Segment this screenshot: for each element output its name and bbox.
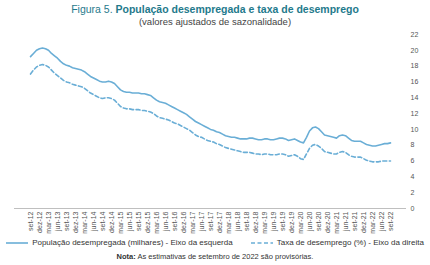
svg-text:mar-17: mar-17: [189, 211, 196, 233]
svg-text:16: 16: [411, 78, 419, 85]
svg-text:2: 2: [411, 189, 415, 196]
svg-text:mar-15: mar-15: [117, 211, 124, 233]
svg-text:set-18: set-18: [243, 211, 250, 231]
svg-text:jun-18: jun-18: [234, 211, 242, 232]
svg-text:jun-17: jun-17: [198, 211, 206, 232]
svg-text:dez-17: dez-17: [216, 211, 223, 233]
html-text:Figura 5. População desemprega: Figura 5. População desempregada e taxa …: [71, 3, 359, 15]
svg-text:set-16: set-16: [171, 211, 178, 231]
svg-text:dez-15: dez-15: [144, 211, 151, 233]
svg-text:6: 6: [411, 157, 415, 164]
svg-text:set-20: set-20: [315, 211, 322, 231]
svg-text:mar-20: mar-20: [297, 211, 304, 233]
html-text:Nota: As estimativas de setemb: Nota: As estimativas de setembro de 2022…: [116, 252, 314, 261]
html-text:(valores ajustados de sazonali: (valores ajustados de sazonalidade): [139, 16, 291, 27]
svg-text:set-12: set-12: [27, 211, 34, 231]
svg-text:dez-14: dez-14: [108, 211, 115, 233]
svg-text:mar-22: mar-22: [369, 211, 376, 233]
svg-text:10: 10: [411, 126, 419, 133]
svg-text:12: 12: [411, 110, 419, 117]
svg-text:mar-16: mar-16: [153, 211, 160, 233]
svg-text:22: 22: [411, 31, 419, 38]
svg-text:mar-21: mar-21: [333, 211, 340, 233]
svg-text:jun-13: jun-13: [54, 211, 62, 232]
svg-text:dez-18: dez-18: [252, 211, 259, 233]
svg-text:set-21: set-21: [351, 211, 358, 231]
svg-text:jun-15: jun-15: [126, 211, 134, 232]
svg-text:set-13: set-13: [63, 211, 70, 231]
html-text:População desempregada (milhar: População desempregada (milhares) - Eixo…: [32, 238, 233, 247]
svg-text:jun-21: jun-21: [342, 211, 350, 232]
svg-text:jun-22: jun-22: [378, 211, 386, 232]
svg-text:0: 0: [411, 205, 415, 212]
svg-text:jun-14: jun-14: [90, 211, 98, 232]
svg-text:dez-13: dez-13: [72, 211, 79, 233]
svg-text:jun-16: jun-16: [162, 211, 170, 232]
svg-text:set-14: set-14: [99, 211, 106, 231]
svg-text:mar-13: mar-13: [45, 211, 52, 233]
svg-text:20: 20: [411, 47, 419, 54]
svg-text:dez-19: dez-19: [288, 211, 295, 233]
svg-text:mar-19: mar-19: [261, 211, 268, 233]
svg-text:dez-20: dez-20: [324, 211, 331, 233]
svg-text:14: 14: [411, 94, 419, 101]
svg-text:18: 18: [411, 62, 419, 69]
svg-text:set-19: set-19: [279, 211, 286, 231]
svg-text:8: 8: [411, 141, 415, 148]
html-text:Taxa de desemprego (%) - Eixo: Taxa de desemprego (%) - Eixo da direita: [276, 238, 424, 247]
svg-text:4: 4: [411, 173, 415, 180]
svg-text:mar-14: mar-14: [81, 211, 88, 233]
svg-text:set-17: set-17: [207, 211, 214, 231]
svg-text:mar-18: mar-18: [225, 211, 232, 233]
svg-text:set-22: set-22: [387, 211, 394, 231]
svg-text:set-15: set-15: [135, 211, 142, 231]
svg-text:jun-20: jun-20: [306, 211, 314, 232]
svg-text:dez-21: dez-21: [360, 211, 367, 233]
svg-text:dez-16: dez-16: [180, 211, 187, 233]
svg-text:dez-12: dez-12: [36, 211, 43, 233]
svg-text:jun-19: jun-19: [270, 211, 278, 232]
